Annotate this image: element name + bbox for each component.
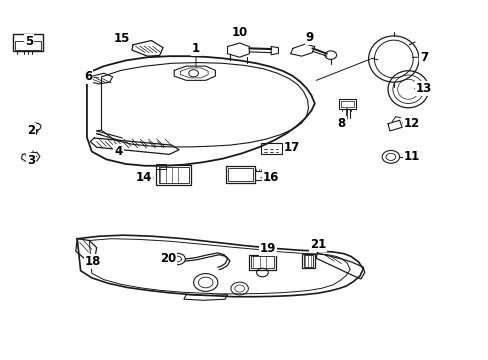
Text: 19: 19 xyxy=(259,242,275,255)
Bar xyxy=(15,41,41,50)
Text: 12: 12 xyxy=(403,117,419,130)
Text: 18: 18 xyxy=(85,255,101,268)
Bar xyxy=(255,171,263,180)
Text: 21: 21 xyxy=(309,238,325,251)
Text: 1: 1 xyxy=(192,42,200,55)
Bar xyxy=(225,166,255,183)
Bar xyxy=(341,101,353,107)
Text: 6: 6 xyxy=(84,70,92,83)
Text: 11: 11 xyxy=(403,150,419,163)
Bar xyxy=(301,254,315,268)
Text: 14: 14 xyxy=(135,171,152,184)
Bar xyxy=(159,167,188,183)
Text: 15: 15 xyxy=(114,32,130,45)
Text: 8: 8 xyxy=(337,117,345,130)
Text: 3: 3 xyxy=(27,154,35,167)
Text: 16: 16 xyxy=(263,171,279,184)
Text: 5: 5 xyxy=(24,35,33,48)
Bar xyxy=(156,164,165,169)
Text: 4: 4 xyxy=(114,145,122,158)
Text: 20: 20 xyxy=(160,252,176,265)
Bar xyxy=(261,143,281,154)
Text: 13: 13 xyxy=(415,82,431,95)
Bar xyxy=(227,168,253,181)
Text: 17: 17 xyxy=(284,141,300,154)
Text: 9: 9 xyxy=(305,31,313,44)
Bar xyxy=(249,255,275,270)
Text: 2: 2 xyxy=(27,124,35,137)
Bar xyxy=(251,256,273,268)
Bar xyxy=(156,165,191,185)
Bar xyxy=(338,99,355,109)
Text: 7: 7 xyxy=(419,51,427,64)
Bar xyxy=(13,34,43,51)
Text: 10: 10 xyxy=(231,26,247,39)
Bar xyxy=(303,256,313,267)
